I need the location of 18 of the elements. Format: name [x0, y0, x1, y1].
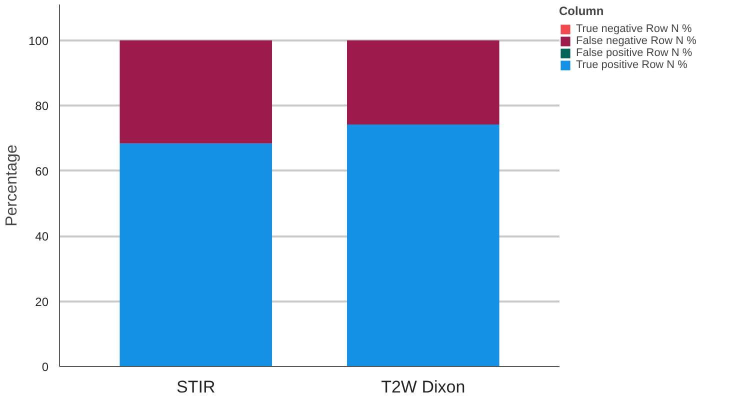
y-tick-label: 40 — [35, 230, 49, 244]
y-tick-label: 20 — [35, 294, 49, 309]
legend-title: Column — [559, 4, 605, 18]
x-tick-label: STIR — [176, 378, 216, 396]
y-tick-label: 60 — [35, 164, 49, 178]
y-tick-label: 80 — [35, 99, 49, 114]
legend-label: True negative Row N % — [576, 23, 692, 35]
y-tick-label: 0 — [42, 360, 49, 374]
bar — [347, 124, 500, 366]
y-tick-label: 100 — [28, 34, 49, 48]
bar — [347, 40, 500, 125]
y-axis-title: Percentage — [3, 144, 20, 226]
legend-label: False negative Row N % — [576, 35, 696, 47]
x-tick-label: T2W Dixon — [381, 378, 466, 396]
bar — [120, 40, 272, 144]
legend-label: False positive Row N % — [576, 47, 692, 59]
legend-label: True positive Row N % — [576, 59, 688, 71]
bar — [120, 143, 272, 366]
